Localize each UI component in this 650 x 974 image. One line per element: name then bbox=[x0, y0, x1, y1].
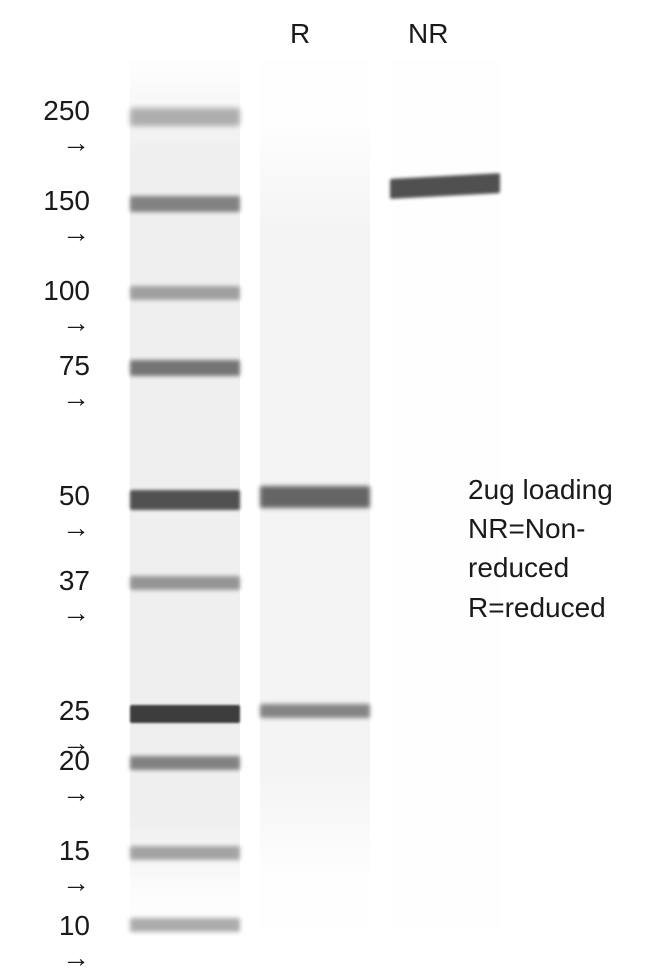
ladder-band-10 bbox=[130, 918, 240, 932]
annotation-text: 2ug loadingNR=Non-reducedR=reduced bbox=[468, 470, 613, 627]
annotation-line: reduced bbox=[468, 548, 613, 587]
ladder-band-100 bbox=[130, 286, 240, 300]
ladder-band-20 bbox=[130, 756, 240, 770]
mw-label-50: 50→ bbox=[30, 480, 90, 544]
mw-label-150: 150→ bbox=[30, 185, 90, 249]
mw-label-10: 10→ bbox=[30, 910, 90, 974]
mw-label-75: 75→ bbox=[30, 350, 90, 414]
lane-label-nr: NR bbox=[408, 18, 448, 50]
mw-label-100: 100→ bbox=[30, 275, 90, 339]
r-band-1 bbox=[260, 704, 370, 718]
annotation-line: NR=Non- bbox=[468, 509, 613, 548]
nr-band-0 bbox=[390, 173, 500, 199]
annotation-line: 2ug loading bbox=[468, 470, 613, 509]
ladder-smear bbox=[130, 70, 240, 900]
reduced-lane bbox=[260, 60, 370, 930]
ladder-band-37 bbox=[130, 576, 240, 590]
ladder-band-75 bbox=[130, 360, 240, 376]
mw-label-250: 250→ bbox=[30, 95, 90, 159]
ladder-band-50 bbox=[130, 490, 240, 510]
ladder-lane bbox=[130, 60, 240, 930]
gel-image: R NR 250→150→100→75→50→37→25→20→15→10→ 2… bbox=[0, 0, 650, 941]
ladder-band-250 bbox=[130, 108, 240, 126]
mw-label-20: 20→ bbox=[30, 745, 90, 809]
ladder-band-150 bbox=[130, 196, 240, 212]
annotation-line: R=reduced bbox=[468, 588, 613, 627]
lane-label-r: R bbox=[290, 18, 310, 50]
mw-label-15: 15→ bbox=[30, 835, 90, 899]
ladder-band-25 bbox=[130, 705, 240, 723]
mw-label-37: 37→ bbox=[30, 565, 90, 629]
ladder-band-15 bbox=[130, 846, 240, 860]
r-band-0 bbox=[260, 486, 370, 508]
